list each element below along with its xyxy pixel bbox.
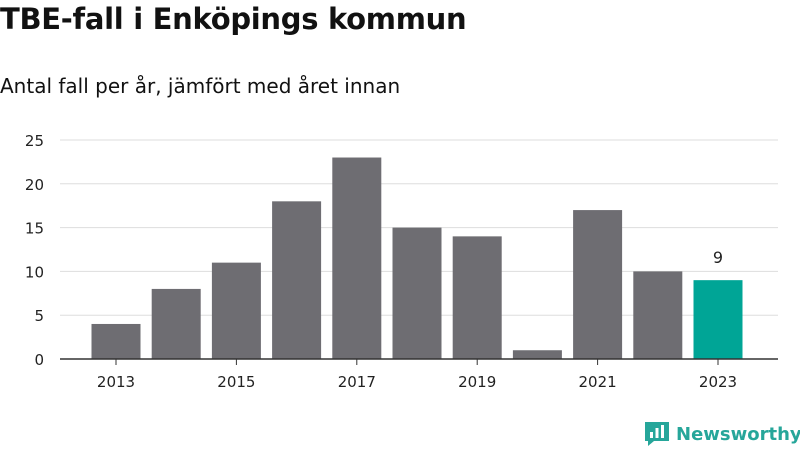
bar (151, 288, 201, 359)
x-tick-label: 2019 (458, 373, 496, 391)
bar (452, 236, 502, 359)
brand-name: Newsworthy (676, 423, 800, 445)
bar (91, 323, 141, 359)
x-tick-label: 2023 (699, 373, 737, 391)
newsworthy-logo-icon (645, 422, 669, 446)
bar (693, 280, 743, 359)
bar (392, 227, 442, 359)
bar (512, 350, 562, 359)
bar (211, 262, 261, 359)
bar (272, 201, 322, 359)
y-tick-label: 10 (25, 263, 44, 281)
y-tick-label: 5 (34, 307, 44, 325)
chart-title: TBE-fall i Enköpings kommun (0, 2, 467, 36)
bar (633, 271, 683, 359)
x-tick-label: 2015 (217, 373, 255, 391)
chart-subtitle: Antal fall per år, jämfört med året inna… (0, 74, 401, 98)
y-tick-label: 0 (34, 351, 44, 369)
newsworthy-brand: Newsworthy (644, 420, 800, 448)
x-tick-label: 2017 (338, 373, 376, 391)
bar (573, 210, 623, 359)
data-label: 9 (713, 248, 723, 267)
bar (332, 157, 382, 359)
y-tick-label: 20 (25, 176, 44, 194)
x-tick-label: 2021 (579, 373, 617, 391)
y-tick-label: 25 (25, 132, 44, 150)
y-tick-label: 15 (25, 220, 44, 238)
x-tick-label: 2013 (97, 373, 135, 391)
